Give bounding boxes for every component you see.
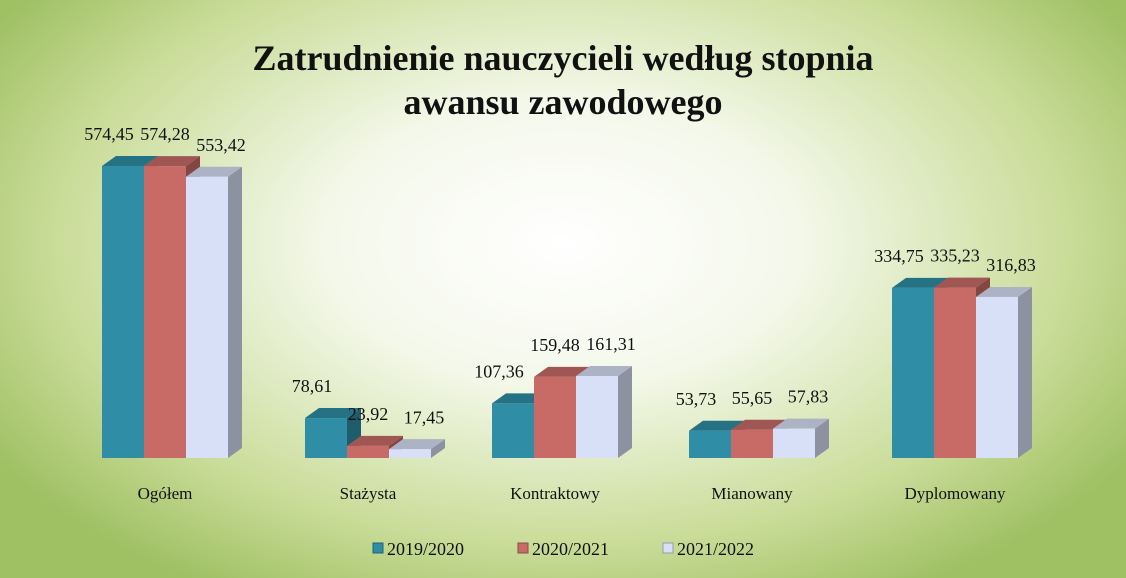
bar-top — [186, 166, 242, 177]
data-label: 159,48 — [530, 335, 580, 355]
chart-title: Zatrudnienie nauczycieli według stopnia … — [252, 38, 874, 122]
data-label: 334,75 — [874, 246, 924, 266]
legend-label: 2021/2022 — [677, 539, 754, 559]
x-tick-label: Dyplomowany — [904, 484, 1006, 503]
bar-top — [144, 156, 200, 167]
bar-top — [976, 286, 1032, 297]
bar-top — [347, 435, 403, 446]
data-label: 55,65 — [732, 388, 773, 408]
bar-side — [431, 439, 445, 458]
x-tick-label: Ogółem — [138, 484, 193, 503]
legend-label: 2019/2020 — [387, 539, 464, 559]
bar-side — [815, 418, 829, 458]
bar-top — [534, 366, 590, 377]
data-label: 23,92 — [348, 404, 389, 424]
bar — [102, 166, 144, 458]
bar — [773, 428, 815, 458]
bar — [976, 296, 1018, 458]
legend-label: 2020/2021 — [532, 539, 609, 559]
bar — [576, 376, 618, 458]
data-label: 17,45 — [404, 407, 445, 427]
bar-side — [228, 166, 242, 458]
bar — [305, 418, 347, 458]
bar-top — [892, 277, 948, 288]
bar — [389, 449, 431, 458]
bar-top — [773, 418, 829, 429]
bar-side — [618, 366, 632, 458]
data-label: 574,28 — [140, 124, 190, 144]
bar — [492, 403, 534, 458]
x-tick-label: Kontraktowy — [510, 484, 600, 503]
data-label: 161,31 — [586, 334, 636, 354]
bar-top — [576, 366, 632, 377]
data-label: 316,83 — [986, 255, 1036, 275]
legend-swatch — [662, 542, 674, 554]
bar-top — [305, 408, 361, 419]
data-label: 553,42 — [196, 135, 246, 155]
bar-top — [102, 156, 158, 166]
x-tick-label: Stażysta — [340, 484, 397, 503]
bar — [186, 176, 228, 458]
bar — [689, 430, 731, 458]
data-label: 574,45 — [84, 124, 134, 144]
bar-top — [934, 277, 990, 288]
x-tick-label: Mianowany — [711, 484, 793, 503]
data-label: 335,23 — [930, 246, 980, 266]
bar-side — [1018, 286, 1032, 458]
bar — [892, 287, 934, 458]
data-label: 78,61 — [292, 376, 333, 396]
bar — [731, 429, 773, 458]
data-label: 53,73 — [676, 389, 717, 409]
data-label: 57,83 — [788, 387, 829, 407]
legend-swatch — [372, 542, 384, 554]
legend-swatch — [517, 542, 529, 554]
bar-top — [689, 420, 745, 431]
bar — [534, 376, 576, 458]
bar — [144, 166, 186, 458]
bar-top — [731, 419, 787, 430]
bar-top — [389, 439, 445, 450]
bar — [934, 287, 976, 458]
data-label: 107,36 — [474, 362, 524, 382]
bar — [347, 445, 389, 458]
